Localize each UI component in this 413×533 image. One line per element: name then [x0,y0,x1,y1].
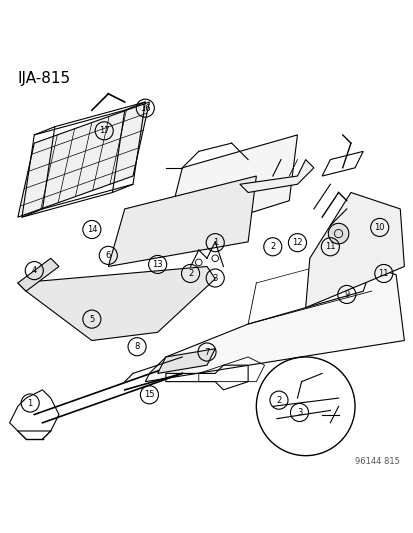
Polygon shape [18,102,149,217]
Circle shape [328,223,348,244]
Text: 2: 2 [275,395,281,405]
Text: 2: 2 [188,269,193,278]
Text: 1: 1 [212,238,217,247]
Text: 13: 13 [152,260,163,269]
Text: 11: 11 [377,269,388,278]
Text: 16: 16 [140,104,150,112]
Text: 1: 1 [28,399,33,408]
Polygon shape [239,159,313,192]
Text: 6: 6 [105,251,111,260]
Text: IJA-815: IJA-815 [18,71,71,86]
Text: 4: 4 [31,266,37,275]
Text: 11: 11 [324,243,335,251]
Text: 3: 3 [212,273,217,282]
Text: 7: 7 [204,348,209,357]
Text: 5: 5 [89,314,94,324]
Polygon shape [305,192,404,308]
Text: 8: 8 [134,342,140,351]
Text: 15: 15 [144,390,154,399]
Polygon shape [18,259,59,291]
Text: 96144 815: 96144 815 [354,457,399,466]
Polygon shape [157,135,297,242]
Polygon shape [157,349,215,374]
Text: 14: 14 [86,225,97,234]
Circle shape [211,255,218,262]
Circle shape [195,259,202,265]
Text: 3: 3 [296,408,301,417]
Text: 17: 17 [99,126,109,135]
Polygon shape [108,176,256,266]
Text: 2: 2 [270,243,275,251]
Text: 9: 9 [343,290,349,299]
Text: 10: 10 [374,223,384,232]
Polygon shape [145,266,404,382]
Polygon shape [18,266,215,341]
Text: 12: 12 [292,238,302,247]
